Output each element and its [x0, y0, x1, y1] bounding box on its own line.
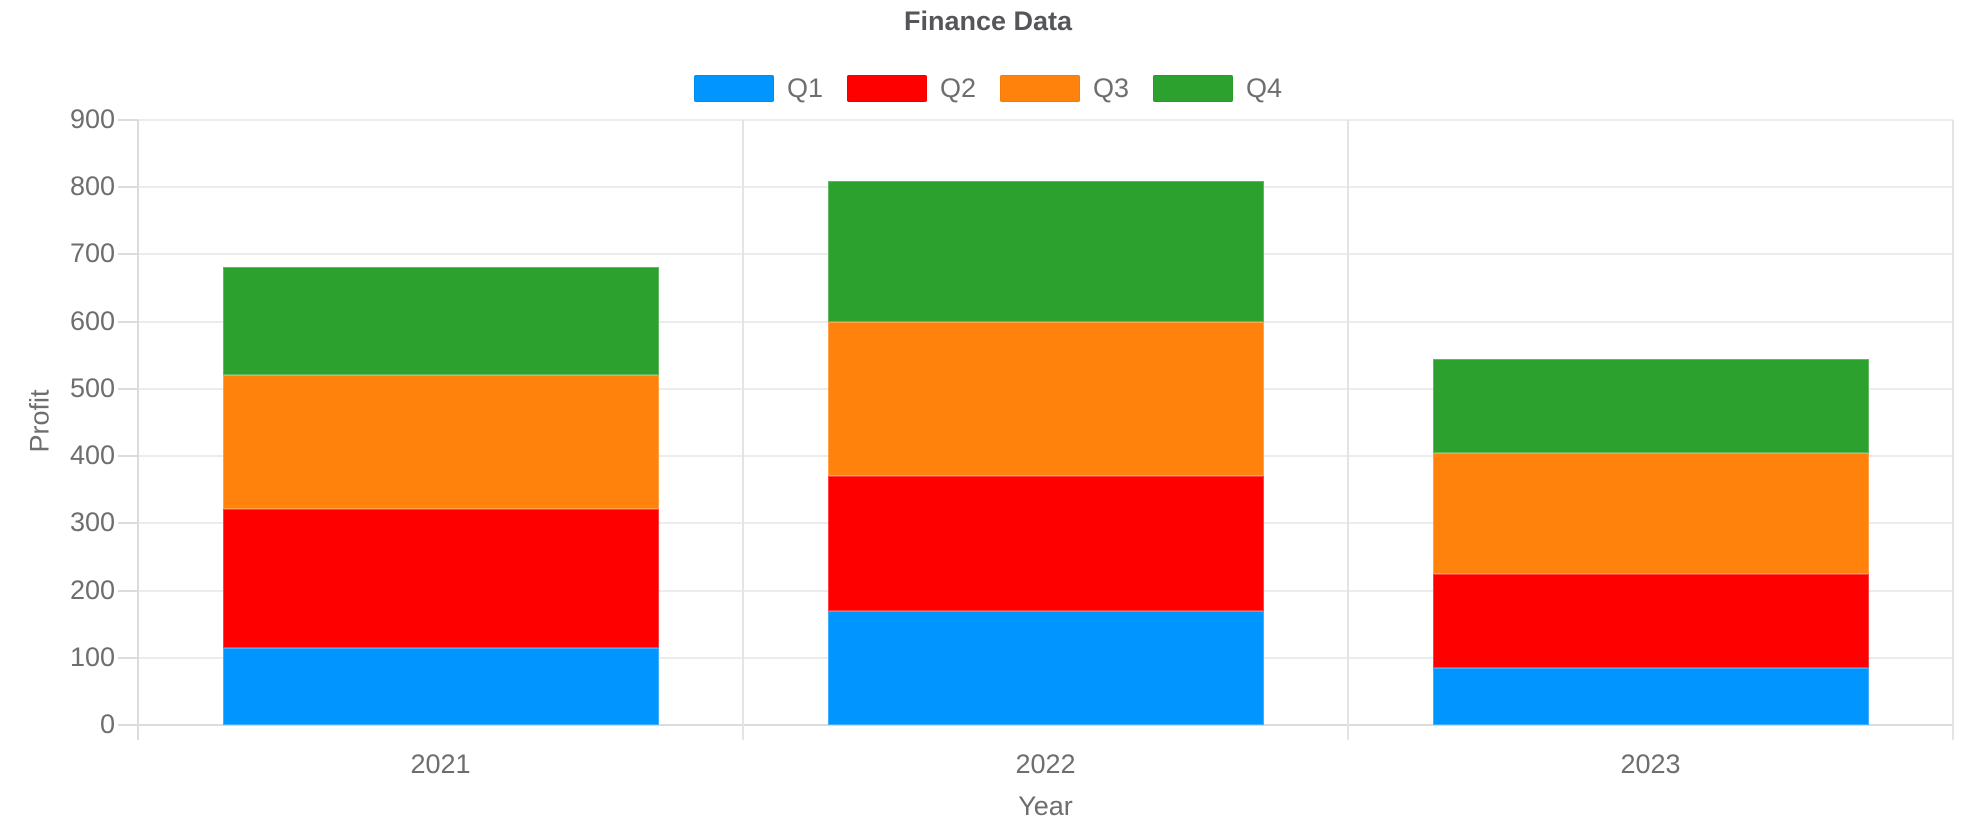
y-axis-tick-labels: 0 100 200 300 400 500 600 700 800 900: [0, 106, 115, 738]
legend-item-q4[interactable]: Q4: [1153, 75, 1282, 102]
legend-swatch-q1: [693, 75, 774, 102]
legend-label-q2: Q2: [939, 73, 976, 103]
y-axis-tick-600: [118, 320, 138, 323]
bar-segment-2023-q4[interactable]: [1432, 358, 1869, 453]
y-axis-tick-700: [118, 253, 138, 256]
legend-swatch-q2: [846, 75, 927, 102]
x-tick-label-2023: 2023: [1620, 749, 1681, 779]
legend: Q1 Q2 Q3 Q4: [0, 75, 1976, 102]
bar-segment-2022-q1[interactable]: [827, 610, 1264, 725]
legend-label-q4: Q4: [1246, 73, 1283, 103]
y-axis-tick-0: [118, 724, 138, 726]
legend-item-q2[interactable]: Q2: [846, 73, 976, 103]
legend-item-q3[interactable]: Q3: [1000, 75, 1129, 102]
y-tick-label-300: 300: [69, 507, 115, 538]
bar-segment-2023-q3[interactable]: [1432, 452, 1869, 574]
y-tick-label-200: 200: [69, 574, 115, 605]
bar-segment-2022-q3[interactable]: [827, 321, 1264, 477]
x-tick-label-2022: 2022: [1015, 749, 1076, 779]
bar-segment-2021-q2[interactable]: [222, 508, 659, 648]
category-separator-line: [1952, 120, 1954, 740]
y-axis-tick-500: [118, 387, 138, 390]
gridline-y-900: [138, 119, 1953, 121]
y-tick-label-0: 0: [99, 709, 115, 739]
legend-item-q1[interactable]: Q1: [693, 73, 823, 103]
y-tick-label-700: 700: [69, 238, 115, 269]
category-separator-line: [742, 120, 744, 740]
x-axis-title: Year: [1018, 791, 1073, 821]
y-axis-line: [137, 120, 139, 740]
bar-segment-2021-q1[interactable]: [222, 647, 659, 725]
plot-area: 2021 2022 2023: [118, 119, 1954, 778]
y-axis-tick-800: [118, 186, 138, 189]
y-axis-tick-100: [118, 656, 138, 659]
y-axis-title: Profit: [24, 389, 55, 453]
chart-title: Finance Data: [903, 6, 1073, 36]
x-tick-label-2021: 2021: [410, 749, 471, 779]
bar-segment-2022-q4[interactable]: [827, 180, 1264, 322]
y-axis-tick-200: [118, 589, 138, 592]
bar-segment-2023-q2[interactable]: [1432, 573, 1869, 668]
legend-label-q1: Q1: [786, 73, 823, 103]
y-axis-tick-900: [118, 119, 138, 121]
legend-label-q3: Q3: [1093, 73, 1130, 103]
y-tick-label-400: 400: [69, 440, 115, 471]
y-tick-label-500: 500: [69, 372, 115, 403]
y-tick-label-800: 800: [69, 171, 115, 202]
legend-swatch-q4: [1153, 75, 1234, 102]
bar-segment-2021-q3[interactable]: [222, 375, 659, 509]
legend-swatch-q3: [1000, 75, 1080, 102]
y-tick-label-600: 600: [69, 305, 115, 336]
gridline-y-0: [138, 724, 1953, 726]
y-tick-label-100: 100: [69, 641, 115, 672]
y-tick-label-900: 900: [69, 104, 115, 134]
bar-segment-2022-q2[interactable]: [827, 476, 1264, 611]
y-axis-tick-400: [118, 455, 138, 458]
bar-segment-2023-q1[interactable]: [1432, 667, 1869, 725]
y-axis-tick-300: [118, 522, 138, 525]
bar-segment-2021-q4[interactable]: [222, 266, 659, 376]
category-separator-line: [1347, 120, 1349, 740]
